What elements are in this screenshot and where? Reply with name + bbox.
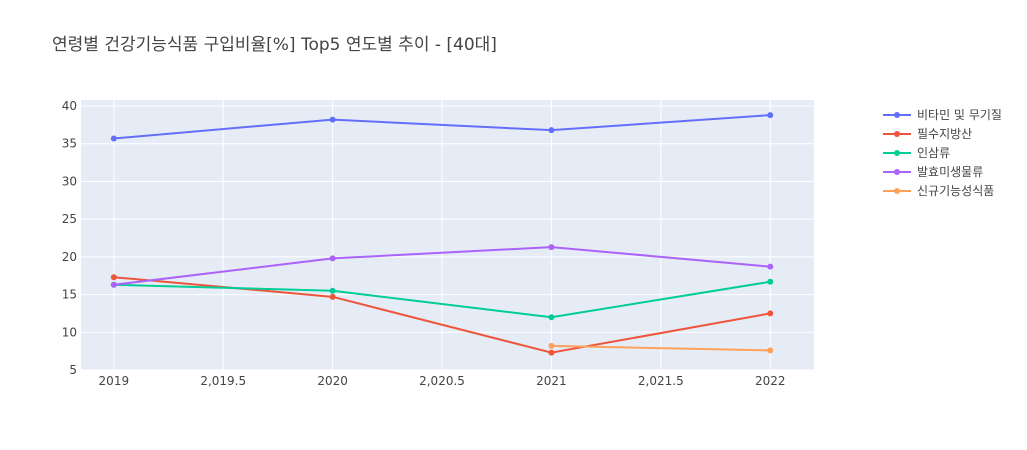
y-tick-label: 10: [62, 325, 77, 339]
x-tick-label: 2,019.5: [200, 374, 246, 388]
x-tick-label: 2022: [755, 374, 786, 388]
series-line: [113, 246, 771, 286]
plot-area: [81, 100, 814, 370]
y-tick-label: 40: [62, 99, 77, 113]
data-point[interactable]: [329, 293, 336, 300]
data-point[interactable]: [110, 281, 117, 288]
chart-title: 연령별 건강기능식품 구입비율[%] Top5 연도별 추이 - [40대]: [52, 35, 497, 55]
legend-label: 신규기능성식품: [917, 184, 994, 198]
legend-swatch-marker: [894, 169, 900, 175]
legend-item[interactable]: 신규기능성식품: [883, 184, 994, 198]
legend-label: 필수지방산: [917, 127, 972, 141]
x-tick-label: 2020: [317, 374, 348, 388]
x-axis-ticks: 2019 2,019.5 2020 2,020.5 2021 2,021.5 2022: [99, 374, 786, 388]
series-3: [110, 244, 774, 288]
data-point[interactable]: [548, 342, 555, 349]
legend-item[interactable]: 필수지방산: [883, 127, 972, 141]
series-layer: [110, 112, 774, 356]
data-point[interactable]: [110, 274, 117, 281]
data-point[interactable]: [329, 287, 336, 294]
data-point[interactable]: [767, 263, 774, 270]
y-axis-ticks: 5 10 15 20 25 30 35 40: [62, 99, 77, 377]
data-point[interactable]: [548, 127, 555, 134]
series-line: [551, 344, 771, 352]
data-point[interactable]: [110, 135, 117, 142]
data-point[interactable]: [329, 255, 336, 262]
legend-item[interactable]: 비타민 및 무기질: [883, 108, 1002, 122]
x-tick-label: 2,020.5: [419, 374, 465, 388]
data-point[interactable]: [548, 244, 555, 251]
series-line: [113, 280, 771, 319]
data-point[interactable]: [767, 112, 774, 119]
legend-swatch-marker: [894, 112, 900, 118]
legend-swatch-marker: [894, 131, 900, 137]
x-tick-label: 2021: [536, 374, 567, 388]
y-tick-label: 5: [69, 363, 77, 377]
series-0: [110, 112, 774, 142]
series-line: [113, 114, 771, 140]
data-point[interactable]: [767, 278, 774, 285]
y-tick-label: 15: [62, 288, 77, 302]
data-point[interactable]: [548, 349, 555, 356]
data-point[interactable]: [548, 314, 555, 321]
legend-swatch-marker: [894, 150, 900, 156]
legend-label: 발효미생물류: [917, 165, 983, 179]
data-point[interactable]: [329, 116, 336, 123]
data-point[interactable]: [767, 310, 774, 317]
y-tick-label: 30: [62, 174, 77, 188]
x-tick-label: 2019: [99, 374, 130, 388]
series-4: [548, 342, 774, 354]
legend-item[interactable]: 발효미생물류: [883, 165, 983, 179]
legend-label: 인삼류: [917, 146, 950, 160]
legend-swatch-marker: [894, 188, 900, 194]
y-tick-label: 20: [62, 250, 77, 264]
y-tick-label: 35: [62, 137, 77, 151]
legend-label: 비타민 및 무기질: [917, 108, 1002, 122]
legend-item[interactable]: 인삼류: [883, 146, 950, 160]
data-point[interactable]: [767, 347, 774, 354]
x-tick-label: 2,021.5: [638, 374, 684, 388]
y-tick-label: 25: [62, 212, 77, 226]
